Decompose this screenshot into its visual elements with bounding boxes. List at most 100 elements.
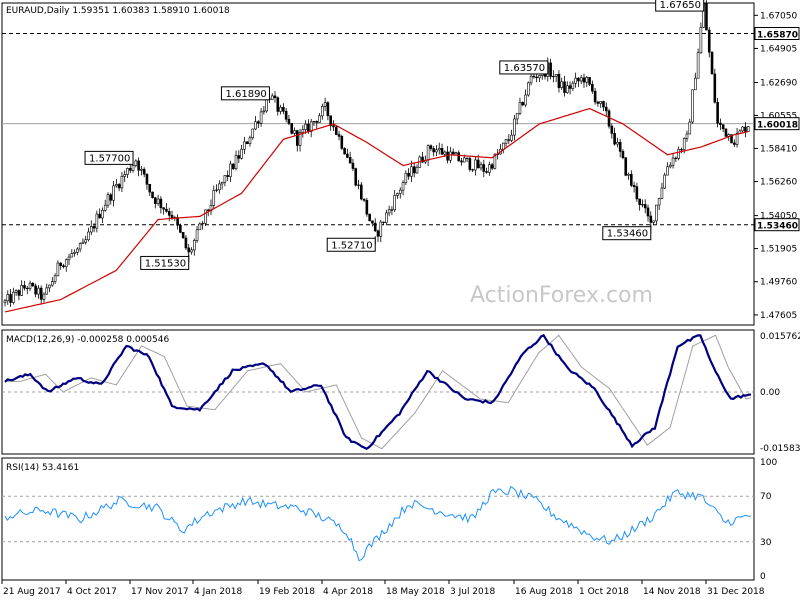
y-tick-label: 1.58410: [760, 144, 797, 154]
candle-body: [616, 141, 619, 145]
candle-body: [251, 128, 255, 139]
candle-body: [334, 126, 338, 135]
candle-body: [326, 102, 330, 117]
candle-body: [156, 198, 160, 204]
candle-body: [184, 237, 188, 249]
macd-title: MACD(12,26,9) -0.000258 0.000546: [6, 335, 169, 345]
candle-body: [493, 154, 497, 169]
candle-body: [154, 197, 157, 204]
annotation-box: [140, 255, 190, 270]
candle-body: [565, 85, 569, 93]
candle-body: [460, 160, 463, 163]
candle-body: [48, 284, 51, 289]
candle-body: [635, 186, 639, 200]
candle-body: [613, 133, 616, 145]
candle-body: [602, 101, 605, 108]
candle-body: [488, 164, 491, 173]
candle-body: [273, 95, 277, 98]
candle-body: [151, 191, 154, 199]
candle-body: [51, 281, 54, 286]
y-tick-label: 1.64905: [760, 44, 797, 54]
candle-body: [588, 77, 591, 85]
annotation-label: 1.67650: [660, 0, 701, 11]
candle-body: [501, 142, 505, 150]
candle-body: [741, 126, 744, 132]
candle-body: [223, 175, 227, 183]
candle-body: [507, 139, 511, 141]
candle-body: [744, 126, 747, 132]
x-tick-label: 17 Nov 2017: [131, 587, 189, 597]
candle-body: [304, 123, 307, 130]
candle-body: [504, 139, 508, 144]
candle-body: [368, 213, 371, 222]
candle-body: [593, 90, 597, 103]
y-tick-label: 1.54050: [760, 212, 797, 222]
candle-body: [329, 115, 332, 126]
candle-body: [190, 249, 193, 253]
y-tick-label: 1.60555: [760, 111, 797, 121]
candle-body: [696, 52, 700, 79]
candle-body: [710, 51, 714, 75]
candle-body: [591, 83, 594, 92]
candle-body: [668, 164, 672, 168]
candle-body: [92, 226, 96, 229]
candle-body: [393, 195, 397, 211]
candle-body: [295, 130, 299, 146]
candle-body: [724, 128, 728, 137]
x-tick-label: 21 Aug 2017: [3, 587, 61, 597]
candle-body: [471, 169, 474, 171]
candle-body: [437, 148, 441, 151]
candle-body: [457, 152, 461, 162]
candle-body: [535, 76, 538, 79]
annotation-label: 1.61890: [225, 89, 266, 100]
candle-body: [187, 247, 191, 253]
candle-body: [298, 132, 302, 146]
candle-body: [89, 226, 93, 233]
x-tick-label: 4 Jan 2018: [194, 587, 242, 597]
annotation-label: 1.63570: [504, 63, 545, 74]
candle-body: [401, 182, 405, 191]
candle-body: [429, 145, 433, 149]
candle-body: [657, 198, 661, 206]
candle-body: [532, 75, 536, 78]
candle-body: [577, 77, 580, 82]
candle-body: [527, 82, 530, 96]
annotation-box: [655, 0, 705, 12]
candle-body: [699, 26, 703, 54]
candle-body: [226, 175, 229, 177]
candle-body: [59, 262, 62, 266]
candle-body: [248, 137, 252, 144]
candle-body: [181, 232, 185, 239]
y-tick-label: 1.62690: [760, 78, 797, 88]
candle-body: [201, 223, 204, 225]
candle-body: [206, 209, 210, 212]
candle-body: [474, 159, 477, 171]
candle-body: [237, 155, 241, 159]
annotation-box: [499, 60, 549, 75]
candle-body: [234, 155, 238, 170]
price-title: EURAUD,Daily 1.59351 1.60383 1.58910 1.6…: [6, 6, 230, 16]
candle-body: [652, 220, 655, 223]
candle-body: [176, 217, 179, 226]
y-tick-label: 1.47605: [760, 311, 797, 321]
candle-body: [337, 134, 341, 137]
candle-body: [220, 181, 224, 185]
annotation-box: [326, 237, 376, 252]
x-tick-label: 3 Jul 2018: [450, 587, 495, 597]
annotation-label: 1.53460: [607, 229, 648, 240]
candle-body: [485, 171, 488, 173]
candle-body: [680, 149, 683, 151]
candle-body: [25, 287, 29, 290]
candle-body: [159, 198, 163, 209]
candle-body: [451, 151, 455, 155]
candle-body: [204, 209, 207, 224]
candle-body: [705, 3, 708, 31]
candle-body: [524, 94, 527, 106]
x-tick-label: 16 Aug 2018: [515, 587, 573, 597]
candle-body: [120, 175, 124, 189]
level-label: 1.53460: [757, 222, 798, 232]
candle-body: [101, 210, 104, 219]
candle-body: [254, 121, 257, 130]
candle-body: [443, 151, 447, 155]
candle-body: [624, 157, 628, 176]
